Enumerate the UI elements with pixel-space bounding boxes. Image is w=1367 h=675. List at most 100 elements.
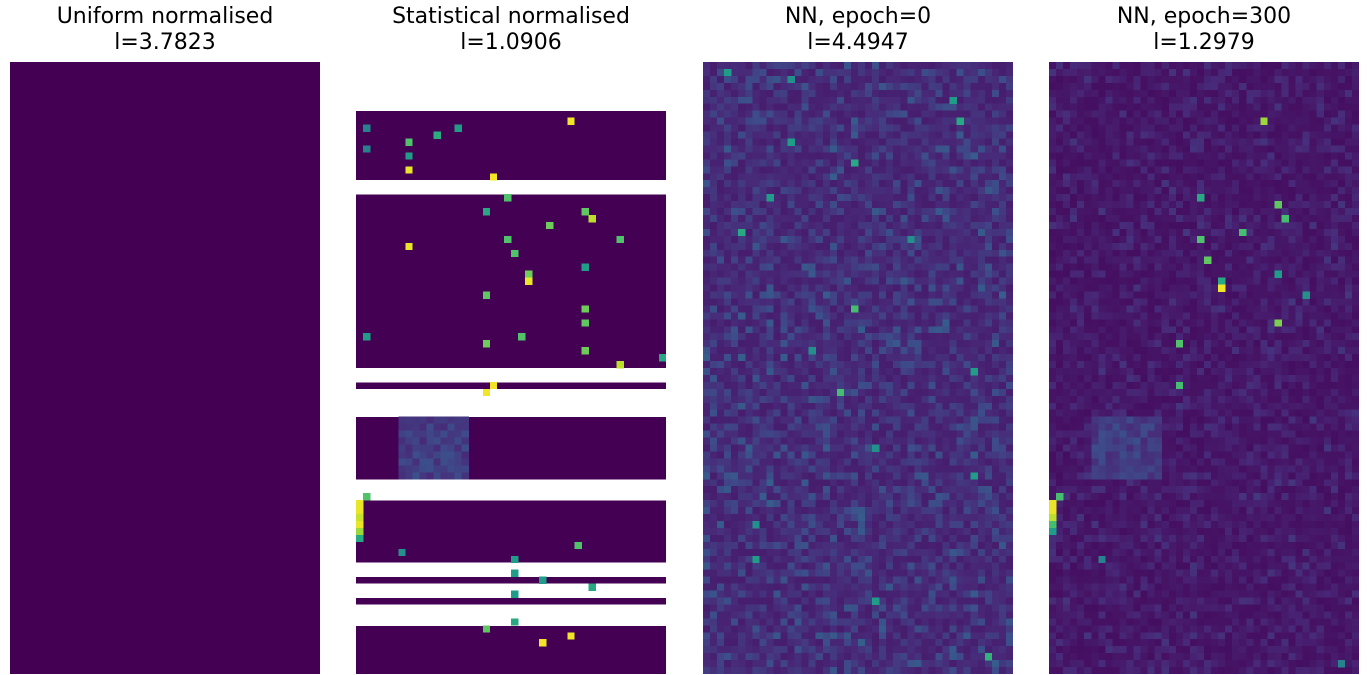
heatmap-texture-cell bbox=[780, 388, 788, 397]
heatmap-texture-cell bbox=[984, 486, 993, 494]
heatmap-texture-cell bbox=[1005, 263, 1013, 271]
heatmap-texture-cell bbox=[1253, 117, 1261, 125]
heatmap-texture-cell bbox=[907, 159, 915, 167]
heatmap-texture-cell bbox=[738, 646, 746, 654]
heatmap-texture-cell bbox=[836, 305, 845, 313]
heatmap-texture-cell bbox=[1253, 68, 1261, 77]
heatmap-texture-cell bbox=[738, 597, 746, 605]
heatmap-texture-cell bbox=[717, 395, 725, 404]
heatmap-texture-cell bbox=[886, 333, 894, 341]
heatmap-texture-cell bbox=[1189, 103, 1198, 111]
heatmap-texture-cell bbox=[984, 354, 993, 362]
heatmap-texture-cell bbox=[766, 242, 774, 251]
heatmap-texture-cell bbox=[850, 103, 859, 111]
heatmap-texture-cell bbox=[865, 402, 873, 411]
heatmap-texture-cell bbox=[1281, 75, 1289, 84]
heatmap-texture-cell bbox=[1189, 173, 1198, 181]
heatmap-texture-cell bbox=[843, 667, 852, 674]
heatmap-texture-cell bbox=[1267, 138, 1275, 146]
heatmap-texture-cell bbox=[780, 82, 788, 91]
heatmap-texture-cell bbox=[872, 625, 880, 633]
heatmap-texture-cell bbox=[1147, 201, 1155, 209]
heatmap-texture-cell bbox=[949, 305, 957, 313]
heatmap-texture-cell bbox=[865, 451, 873, 459]
heatmap-texture-cell bbox=[1204, 201, 1212, 209]
heatmap-texture-cell bbox=[829, 534, 838, 543]
heatmap-texture-cell bbox=[1005, 82, 1013, 91]
heatmap-texture-cell bbox=[724, 159, 732, 167]
heatmap-texture-cell bbox=[1204, 194, 1212, 202]
heatmap-texture-cell bbox=[984, 646, 993, 654]
heatmap-texture-cell bbox=[963, 611, 972, 619]
heatmap-texture-cell bbox=[843, 423, 852, 431]
heatmap-texture-cell bbox=[710, 583, 718, 591]
heatmap-texture-cell bbox=[794, 277, 802, 285]
heatmap-texture-cell bbox=[829, 639, 838, 647]
heatmap-block-cell bbox=[454, 458, 462, 466]
heatmap-texture-cell bbox=[1344, 89, 1353, 98]
heatmap-texture-cell bbox=[710, 319, 718, 327]
heatmap-texture-cell bbox=[963, 256, 972, 264]
heatmap-texture-cell bbox=[1189, 180, 1198, 188]
heatmap-texture-cell bbox=[759, 187, 767, 195]
heatmap-texture-cell bbox=[780, 437, 788, 445]
heatmap-texture-cell bbox=[752, 249, 760, 258]
heatmap-texture-cell bbox=[808, 500, 817, 508]
heatmap-texture-cell bbox=[977, 277, 986, 285]
heatmap-texture-cell bbox=[1005, 368, 1013, 376]
heatmap-texture-cell bbox=[914, 103, 922, 111]
heatmap-texture-cell bbox=[886, 514, 894, 522]
heatmap-texture-cell bbox=[991, 208, 1000, 216]
heatmap-texture-cell bbox=[1323, 201, 1332, 209]
heatmap-texture-cell bbox=[886, 583, 894, 591]
heatmap-texture-cell bbox=[1316, 131, 1325, 139]
heatmap-texture-cell bbox=[991, 437, 1000, 445]
heatmap-cell bbox=[525, 270, 533, 278]
heatmap-texture-cell bbox=[865, 354, 873, 362]
heatmap-texture-cell bbox=[963, 639, 972, 647]
heatmap-texture-cell bbox=[942, 402, 950, 411]
heatmap-texture-cell bbox=[928, 381, 936, 390]
heatmap-texture-cell bbox=[738, 270, 746, 278]
heatmap-texture-cell bbox=[752, 68, 760, 77]
heatmap-texture-cell bbox=[724, 180, 732, 188]
heatmap-texture-cell bbox=[780, 201, 788, 209]
heatmap-texture-cell bbox=[766, 646, 774, 654]
heatmap-texture-cell bbox=[1005, 145, 1013, 153]
heatmap-texture-cell bbox=[794, 423, 802, 431]
heatmap-texture-cell bbox=[1225, 96, 1233, 105]
heatmap-cell bbox=[503, 194, 512, 202]
heatmap-texture-cell bbox=[808, 583, 817, 591]
heatmap-texture-cell bbox=[808, 597, 817, 605]
heatmap-texture-cell bbox=[872, 388, 880, 397]
heatmap-texture-cell bbox=[1295, 62, 1303, 70]
heatmap-texture-cell bbox=[900, 548, 908, 557]
heatmap-texture-cell bbox=[893, 660, 901, 668]
heatmap-texture-cell bbox=[759, 632, 767, 640]
heatmap-texture-cell bbox=[808, 75, 817, 84]
heatmap-texture-cell bbox=[998, 96, 1007, 105]
heatmap-texture-cell bbox=[794, 451, 802, 459]
heatmap-texture-cell bbox=[914, 416, 922, 424]
heatmap-texture-cell bbox=[914, 284, 922, 292]
heatmap-texture-cell bbox=[724, 597, 732, 605]
heatmap-texture-cell bbox=[773, 208, 781, 216]
heatmap-texture-cell bbox=[752, 75, 760, 84]
heatmap-texture-cell bbox=[808, 402, 817, 411]
heatmap-block-cell bbox=[440, 437, 448, 445]
heatmap-texture-cell bbox=[872, 660, 880, 668]
heatmap-texture-cell bbox=[872, 347, 880, 355]
heatmap-texture-cell bbox=[759, 131, 767, 139]
heatmap-texture-cell bbox=[773, 75, 781, 84]
heatmap-texture-cell bbox=[879, 68, 887, 77]
heatmap-texture-cell bbox=[984, 235, 993, 244]
heatmap-texture-cell bbox=[1063, 117, 1071, 125]
heatmap-texture-cell bbox=[928, 89, 936, 98]
heatmap-texture-cell bbox=[1005, 187, 1013, 195]
heatmap-texture-cell bbox=[822, 277, 831, 285]
heatmap-texture-cell bbox=[893, 354, 901, 362]
heatmap-texture-cell bbox=[1344, 187, 1353, 195]
heatmap-texture-cell bbox=[787, 103, 795, 111]
heatmap-texture-cell bbox=[1232, 152, 1240, 160]
heatmap-texture-cell bbox=[829, 409, 838, 417]
